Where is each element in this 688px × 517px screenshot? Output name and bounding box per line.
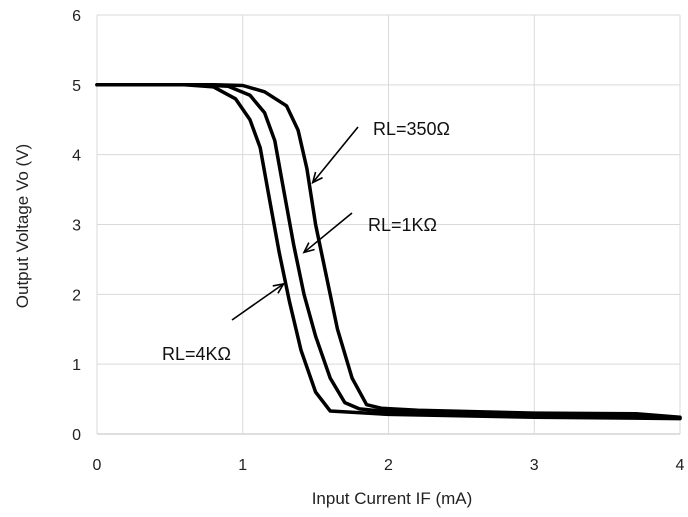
series-line-1 [95, 83, 682, 421]
annotation-arrow [312, 126, 359, 184]
x-tick-label: 3 [530, 457, 539, 474]
series-line-2 [95, 83, 682, 420]
x-tick-label: 4 [676, 457, 685, 474]
x-axis-label: Input Current IF (mA) [312, 489, 473, 508]
y-tick-label: 2 [72, 287, 81, 304]
annotation-arrow [303, 212, 353, 254]
tick-labels: 0 1 2 3 4 5 6 0 1 2 3 4 [72, 8, 684, 474]
arrow-head-icon [311, 171, 323, 185]
y-tick-label: 0 [72, 427, 81, 444]
y-axis-label: Output Voltage Vo (V) [13, 144, 32, 308]
y-tick-label: 1 [72, 357, 81, 374]
y-tick-label: 3 [72, 218, 81, 235]
annotations: RL=350Ω RL=1KΩ RL=4KΩ [162, 119, 450, 364]
arrow-head-icon [302, 242, 315, 254]
x-tick-label: 1 [238, 457, 247, 474]
annotation-label: RL=350Ω [373, 119, 450, 139]
annotation-label: RL=1KΩ [368, 215, 437, 235]
annotation-label: RL=4KΩ [162, 344, 231, 364]
series-line-3 [95, 83, 682, 419]
arrow-head-icon [272, 282, 286, 294]
y-tick-label: 6 [72, 8, 81, 25]
y-tick-label: 5 [72, 78, 81, 95]
x-tick-label: 0 [93, 457, 102, 474]
annotation-arrow [231, 283, 285, 321]
y-tick-label: 4 [72, 148, 81, 165]
series-group [95, 83, 682, 421]
x-tick-label: 2 [384, 457, 393, 474]
